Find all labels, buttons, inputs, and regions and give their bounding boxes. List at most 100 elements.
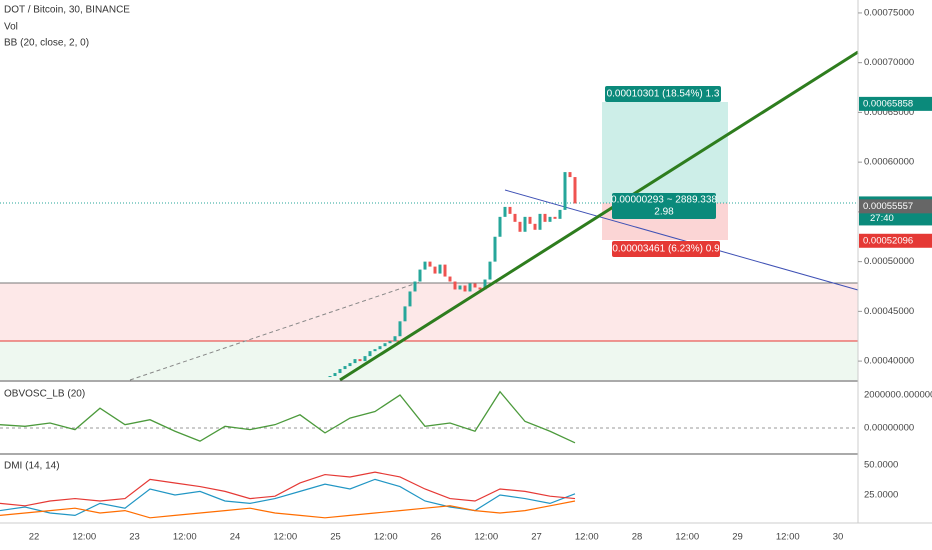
profit-badge — [605, 86, 721, 102]
candle — [328, 376, 332, 378]
obv-tick-label: 2000000.00000000 — [864, 390, 932, 401]
price-tick-label: 0.00060000 — [864, 157, 914, 168]
time-tick-label: 27 — [531, 532, 542, 543]
loss-badge — [612, 241, 720, 257]
candle — [438, 264, 442, 274]
candle — [533, 223, 537, 230]
obv-tick-label: 0.00000000 — [864, 422, 914, 433]
time-tick-label: 26 — [431, 532, 442, 543]
time-tick-label: 12:00 — [273, 532, 297, 543]
legend-dmi: DMI (14, 14) — [4, 461, 60, 472]
candle — [458, 285, 462, 290]
candle — [423, 261, 427, 270]
candle — [548, 216, 552, 222]
candle — [538, 213, 542, 230]
candle — [488, 261, 492, 280]
legend-volume: Vol — [4, 22, 18, 33]
candle — [563, 172, 567, 210]
time-tick-label: 12:00 — [776, 532, 800, 543]
price-tick-label: 0.00050000 — [864, 256, 914, 267]
dmi-line — [0, 471, 576, 507]
obv-line — [0, 390, 576, 444]
candle — [353, 359, 357, 364]
price-badge — [859, 96, 932, 111]
candle — [498, 216, 502, 237]
candle — [433, 266, 437, 274]
candle — [478, 287, 482, 290]
dmi-tick-label: 25.0000 — [864, 489, 898, 500]
candle — [338, 369, 342, 374]
time-tick-label: 12:00 — [173, 532, 197, 543]
candle — [358, 359, 362, 362]
candle — [493, 236, 497, 262]
legend-bb: BB (20, close, 2, 0) — [4, 38, 89, 49]
candle — [368, 351, 372, 357]
time-tick-label: 24 — [230, 532, 241, 543]
candle — [418, 269, 422, 282]
profit-zone — [602, 102, 728, 203]
time-tick-label: 25 — [330, 532, 341, 543]
candle — [523, 216, 527, 232]
ratio-label: 2.98 — [654, 207, 674, 218]
middle-label: 0.00000293 ~ 2889.338 — [611, 195, 717, 206]
price-tick-label: 0.00070000 — [864, 57, 914, 68]
candle — [508, 206, 512, 214]
profit-label: 0.00010301 (18.54%) 1.3 — [607, 89, 720, 100]
candle — [378, 346, 382, 350]
time-tick-label: 29 — [732, 532, 743, 543]
middle-badge — [612, 193, 716, 219]
candle — [453, 281, 457, 290]
candle — [348, 363, 352, 367]
loss-label: 0.00003461 (6.23%) 0.9 — [612, 244, 720, 255]
candle — [568, 172, 572, 178]
price-badge — [859, 199, 932, 214]
time-tick-label: 12:00 — [474, 532, 498, 543]
price-tick-label: 0.00040000 — [864, 356, 914, 367]
candle — [383, 343, 387, 347]
candle — [448, 276, 452, 282]
price-tick-label: 0.00075000 — [864, 7, 914, 18]
candle — [333, 373, 337, 377]
legend-symbol: DOT / Bitcoin, 30, BINANCE — [4, 5, 130, 16]
candle — [428, 261, 432, 267]
candle — [468, 283, 472, 292]
candle — [528, 216, 532, 224]
countdown-badge — [859, 211, 932, 226]
candle — [573, 177, 577, 204]
time-tick-label: 23 — [129, 532, 140, 543]
countdown-label: 27:40 — [870, 213, 894, 224]
zone-green — [0, 341, 858, 380]
candle — [363, 356, 367, 362]
candle — [343, 366, 347, 370]
trend-green — [339, 50, 859, 382]
candle — [473, 283, 477, 288]
dmi-line — [0, 478, 576, 517]
price-badge-label: 0.00052096 — [863, 235, 913, 246]
candle — [373, 349, 377, 352]
candle — [513, 213, 517, 222]
zone-pink — [0, 283, 858, 341]
dmi-line — [0, 500, 576, 519]
candle — [413, 281, 417, 292]
trend-dashed — [129, 281, 421, 381]
candle — [403, 306, 407, 322]
candle — [408, 291, 412, 307]
candle — [518, 221, 522, 232]
time-tick-label: 12:00 — [575, 532, 599, 543]
candle — [483, 279, 487, 290]
time-tick-label: 12:00 — [675, 532, 699, 543]
candle — [463, 285, 467, 292]
price-badge — [859, 233, 932, 248]
candle — [398, 321, 402, 337]
price-tick-label: 0.00065000 — [864, 107, 914, 118]
time-tick-label: 28 — [632, 532, 643, 543]
time-tick-label: 12:00 — [72, 532, 96, 543]
candle — [503, 206, 507, 217]
time-tick-label: 30 — [833, 532, 844, 543]
candle — [443, 264, 447, 277]
price-badge-label: 0.00065858 — [863, 98, 913, 109]
price-badge-label: 0.00055557 — [863, 201, 913, 212]
legend-obv: OBVOSC_LB (20) — [4, 389, 85, 400]
time-tick-label: 22 — [29, 532, 40, 543]
